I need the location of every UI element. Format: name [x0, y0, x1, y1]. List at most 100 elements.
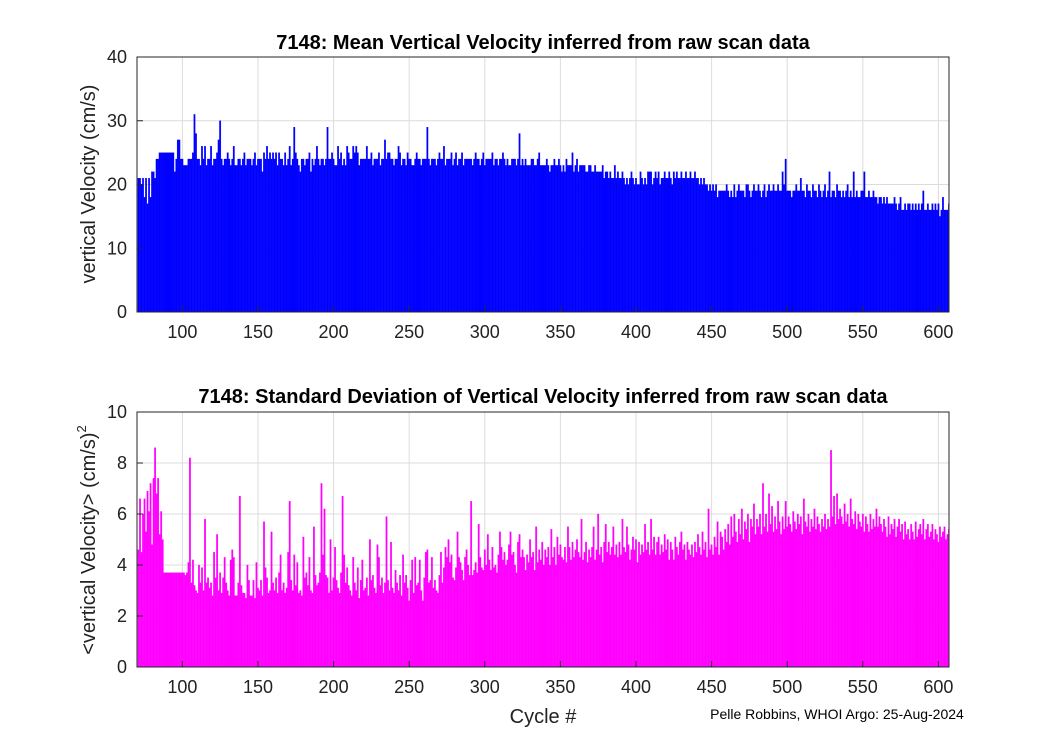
- mean-velocity-bar: [650, 171, 652, 313]
- std-velocity-bar: [520, 557, 522, 668]
- mean-velocity-bar: [772, 184, 775, 313]
- mean-velocity-bar: [179, 158, 182, 313]
- std-velocity-bar: [553, 547, 556, 668]
- mean-velocity-bar: [769, 190, 772, 313]
- std-velocity-bar: [943, 526, 946, 668]
- mean-velocity-bar: [533, 165, 536, 313]
- mean-velocity-bar: [163, 152, 166, 313]
- mean-velocity-bar: [691, 178, 693, 313]
- std-velocity-bar: [547, 547, 550, 668]
- mean-velocity-bar: [914, 203, 917, 313]
- mean-velocity-bar: [737, 184, 740, 313]
- mean-velocity-bar: [372, 165, 374, 313]
- std-velocity-bar: [518, 534, 521, 668]
- std-velocity-bar: [588, 549, 590, 668]
- mean-velocity-bar: [639, 171, 642, 313]
- mean-velocity-bar: [216, 152, 219, 313]
- mean-velocity-bar: [710, 190, 713, 313]
- mean-velocity-bar: [157, 158, 160, 313]
- mean-velocity-bar: [297, 165, 300, 313]
- mean-velocity-bar: [626, 178, 628, 313]
- std-velocity-bar: [899, 531, 902, 668]
- mean-velocity-bar: [792, 190, 795, 313]
- std-velocity-bar: [775, 529, 778, 668]
- std-velocity-bar: [149, 483, 152, 668]
- std-velocity-bar: [310, 590, 312, 668]
- std-velocity-bar: [716, 521, 719, 668]
- mean-velocity-bar: [524, 158, 527, 313]
- std-velocity-bar: [387, 580, 389, 668]
- std-velocity-bar: [167, 572, 170, 668]
- mean-velocity-bar: [485, 158, 488, 313]
- std-velocity-panel: 7148: Standard Deviation of Vertical Vel…: [74, 386, 953, 728]
- mean-velocity-bar: [261, 171, 264, 313]
- std-velocity-bar: [187, 562, 190, 668]
- mean-velocity-bar: [382, 158, 385, 313]
- std-velocity-bar: [842, 524, 845, 668]
- mean-velocity-bar: [300, 158, 303, 313]
- std-velocity-bar: [248, 580, 250, 668]
- mean-velocity-bar: [760, 197, 763, 313]
- mean-velocity-bar: [681, 178, 684, 313]
- mean-velocity-bar: [568, 165, 571, 313]
- mean-velocity-bar: [235, 165, 238, 313]
- mean-velocity-ytick-label: 20: [107, 175, 127, 195]
- std-velocity-bar: [710, 544, 713, 668]
- mean-velocity-bar: [530, 158, 533, 313]
- std-velocity-bar: [328, 592, 330, 668]
- mean-velocity-bar: [432, 158, 435, 313]
- std-velocity-bar: [388, 590, 391, 668]
- mean-velocity-bar: [137, 178, 140, 313]
- mean-velocity-bar: [565, 158, 568, 313]
- std-velocity-bar: [499, 531, 501, 668]
- std-velocity-bar: [204, 518, 206, 668]
- mean-velocity-bar: [845, 190, 848, 313]
- std-velocity-bar: [748, 541, 751, 668]
- mean-velocity-bar: [426, 127, 429, 313]
- mean-velocity-bar: [500, 158, 503, 313]
- std-velocity-bar: [464, 557, 467, 668]
- std-velocity-bar: [852, 524, 855, 668]
- mean-velocity-bar: [666, 178, 669, 313]
- std-velocity-bar: [845, 521, 848, 668]
- mean-velocity-bar: [323, 165, 326, 313]
- mean-velocity-bar: [214, 158, 217, 313]
- mean-velocity-bar: [148, 178, 150, 313]
- mean-velocity-bar: [228, 158, 231, 313]
- std-velocity-bar: [733, 513, 736, 668]
- mean-velocity-bar: [635, 178, 637, 313]
- std-velocity-bar: [675, 547, 678, 668]
- std-velocity-bar: [913, 539, 916, 668]
- mean-velocity-bar: [934, 203, 937, 313]
- mean-velocity-bar: [931, 203, 934, 313]
- std-velocity-bar: [928, 536, 931, 668]
- std-velocity-bar: [750, 518, 752, 668]
- std-velocity-bar: [718, 554, 721, 668]
- std-velocity-bar: [362, 590, 365, 668]
- std-velocity-bar: [739, 534, 742, 668]
- std-velocity-bar: [198, 564, 200, 668]
- mean-velocity-bar: [919, 209, 922, 313]
- std-velocity-bar: [244, 598, 247, 668]
- mean-velocity-bar: [358, 165, 361, 313]
- std-velocity-bar: [799, 516, 802, 668]
- mean-velocity-bar: [866, 197, 869, 313]
- mean-velocity-bar: [629, 178, 631, 313]
- std-velocity-bar: [237, 582, 240, 668]
- mean-velocity-bar: [231, 158, 234, 313]
- std-velocity-bar: [926, 524, 929, 668]
- std-velocity-bar: [636, 562, 639, 668]
- std-velocity-bar: [594, 559, 597, 668]
- mean-velocity-bar: [618, 178, 621, 313]
- mean-velocity-bar: [680, 171, 683, 313]
- std-velocity-bar: [421, 600, 424, 668]
- mean-velocity-bar: [904, 203, 907, 313]
- mean-velocity-bar: [423, 158, 426, 313]
- mean-velocity-bar: [527, 165, 530, 313]
- mean-velocity-bar: [809, 190, 811, 313]
- std-velocity-bar: [176, 572, 179, 668]
- mean-velocity-bar: [786, 190, 789, 313]
- std-velocity-bar: [483, 549, 486, 668]
- mean-velocity-bar: [276, 165, 279, 313]
- std-velocity-bar: [375, 592, 377, 668]
